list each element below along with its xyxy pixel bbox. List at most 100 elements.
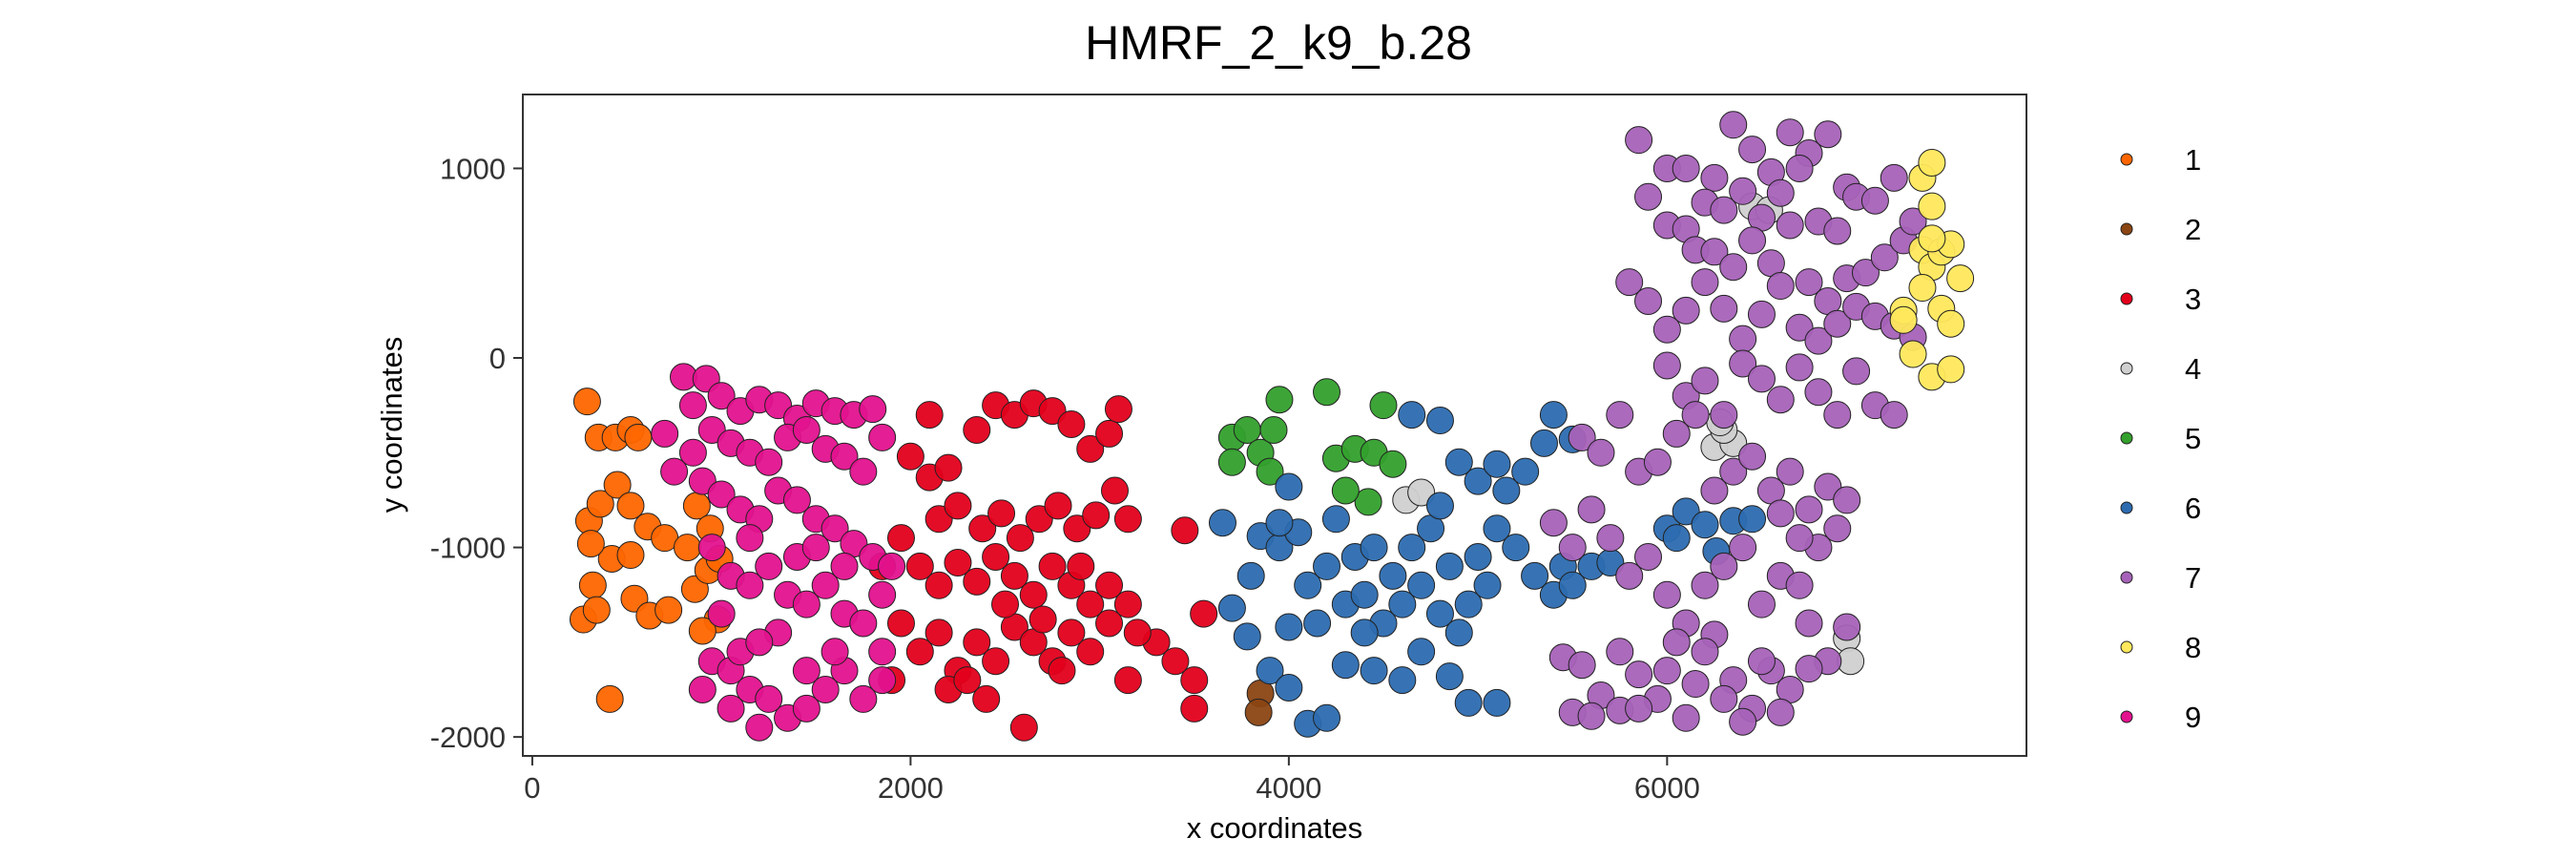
data-point-cluster-3 (905, 552, 934, 580)
data-point-cluster-6 (1454, 590, 1483, 618)
data-point-cluster-6 (1265, 509, 1294, 537)
data-point-cluster-5 (1313, 378, 1341, 407)
data-point-cluster-1 (586, 490, 614, 518)
data-point-cluster-8 (1937, 309, 1965, 338)
data-point-cluster-1 (616, 492, 645, 520)
data-point-cluster-6 (1303, 609, 1332, 638)
data-point-cluster-3 (1019, 580, 1048, 609)
data-point-cluster-6 (1360, 657, 1388, 685)
data-point-cluster-7 (1568, 651, 1596, 680)
data-point-cluster-7 (1738, 226, 1767, 255)
data-point-cluster-9 (707, 599, 736, 628)
data-point-cluster-7 (1785, 524, 1814, 553)
data-point-cluster-6 (1407, 571, 1436, 599)
y-axis: -2000 -1000 0 1000 (430, 152, 523, 754)
x-tick-label: 4000 (1256, 771, 1321, 805)
data-point-cluster-7 (1747, 647, 1776, 676)
data-point-cluster-7 (1691, 268, 1719, 297)
data-point-cluster-3 (934, 453, 963, 482)
data-point-cluster-7 (1729, 534, 1757, 562)
data-point-cluster-7 (1729, 177, 1757, 205)
data-point-cluster-7 (1795, 495, 1823, 524)
data-point-cluster-1 (673, 534, 701, 562)
data-point-cluster-9 (811, 676, 840, 704)
data-point-cluster-6 (1388, 590, 1417, 618)
data-point-cluster-3 (944, 492, 972, 520)
data-point-cluster-1 (582, 596, 611, 624)
data-point-cluster-7 (1662, 628, 1691, 657)
data-point-cluster-7 (1606, 638, 1634, 666)
data-point-cluster-1 (680, 575, 709, 603)
data-point-cluster-7 (1719, 111, 1748, 139)
data-point-cluster-3 (886, 609, 915, 638)
data-point-cluster-7 (1747, 365, 1776, 393)
data-point-cluster-7 (1662, 419, 1691, 448)
data-point-cluster-3 (1082, 501, 1111, 530)
data-point-cluster-7 (1681, 670, 1710, 699)
data-point-cluster-1 (682, 492, 711, 520)
data-point-cluster-6 (1511, 457, 1540, 486)
legend-key-8 (2120, 640, 2133, 654)
data-point-cluster-5 (1256, 457, 1284, 486)
data-point-cluster-3 (1095, 609, 1124, 638)
data-point-cluster-6 (1425, 492, 1454, 520)
data-point-cluster-3 (1095, 571, 1124, 599)
data-point-cluster-7 (1539, 509, 1568, 537)
data-point-cluster-6 (1483, 450, 1511, 478)
data-point-cluster-7 (1795, 609, 1823, 638)
x-axis-title: x coordinates (1187, 811, 1362, 845)
legend-key-1 (2120, 153, 2133, 166)
data-point-cluster-6 (1275, 472, 1303, 501)
data-point-cluster-9 (868, 423, 897, 451)
data-point-cluster-3 (1057, 618, 1086, 647)
data-point-cluster-7 (1710, 552, 1738, 580)
legend-key-2 (2120, 222, 2133, 236)
data-point-cluster-3 (982, 647, 1010, 676)
data-point-cluster-9 (868, 580, 897, 609)
data-point-cluster-4 (1407, 478, 1436, 507)
data-point-cluster-1 (595, 684, 624, 713)
legend-label: 2 (2185, 213, 2201, 246)
legend-key-6 (2120, 501, 2133, 514)
data-point-cluster-9 (755, 448, 783, 476)
data-point-cluster-3 (915, 401, 944, 430)
data-point-cluster-1 (576, 530, 605, 558)
data-point-cluster-7 (1672, 154, 1700, 182)
data-point-cluster-6 (1379, 561, 1407, 590)
data-point-cluster-7 (1823, 309, 1852, 338)
data-point-cluster-7 (1634, 543, 1663, 572)
data-point-cluster-5 (1233, 415, 1261, 444)
data-point-cluster-7 (1833, 613, 1861, 641)
data-point-cluster-7 (1729, 707, 1757, 736)
data-point-cluster-7 (1672, 296, 1700, 325)
data-point-cluster-3 (1076, 638, 1105, 666)
x-tick-label: 2000 (878, 771, 944, 805)
legend-label: 9 (2185, 701, 2201, 734)
data-point-cluster-9 (849, 684, 878, 713)
data-point-cluster-7 (1652, 351, 1681, 380)
data-point-cluster-3 (963, 415, 991, 444)
data-point-cluster-9 (697, 415, 726, 444)
data-point-cluster-6 (1502, 534, 1530, 562)
data-point-cluster-1 (624, 423, 653, 451)
data-point-cluster-7 (1587, 438, 1615, 467)
data-point-cluster-6 (1208, 509, 1236, 537)
data-point-cluster-7 (1823, 217, 1852, 245)
data-point-cluster-8 (1918, 148, 1946, 177)
data-point-cluster-6 (1294, 571, 1322, 599)
data-point-cluster-7 (1804, 378, 1833, 407)
data-point-cluster-7 (1691, 571, 1719, 599)
data-point-cluster-6 (1662, 524, 1691, 553)
data-point-cluster-9 (755, 552, 783, 580)
data-point-cluster-8 (1937, 355, 1965, 384)
data-point-cluster-9 (782, 486, 811, 514)
chart-title: HMRF_2_k9_b.28 (1085, 16, 1472, 70)
legend-key-4 (2120, 362, 2133, 375)
data-point-cluster-6 (1444, 448, 1473, 476)
data-point-cluster-3 (1104, 395, 1132, 424)
data-point-cluster-6 (1350, 618, 1379, 647)
data-point-cluster-3 (1063, 514, 1091, 543)
data-point-cluster-6 (1256, 657, 1284, 685)
data-point-cluster-7 (1625, 660, 1653, 689)
legend-label: 6 (2185, 492, 2201, 525)
